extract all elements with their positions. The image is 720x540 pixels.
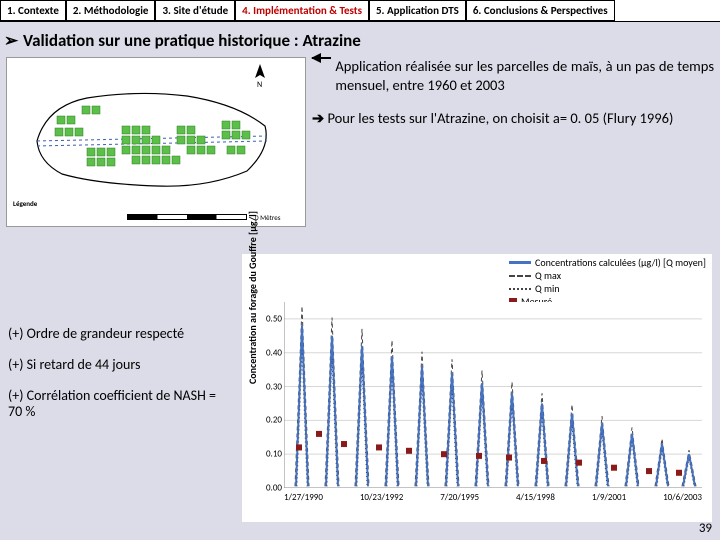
chart-y-label: Concentration au forage du Gouffre [µg/l… [246, 211, 259, 384]
note-1: (+) Ordre de grandeur respecté [8, 326, 228, 343]
tab-site[interactable]: 3. Site d'étude [155, 0, 235, 21]
chart-legend: Concentrations calculées (µg/l) [Q moyen… [509, 256, 706, 308]
chart-x-ticks: 1/27/1990 10/23/1992 7/20/1995 4/15/1998… [284, 492, 702, 503]
map-scalebar [127, 214, 247, 220]
tab-implementation[interactable]: 4. Implémentation & Tests [235, 0, 369, 21]
breadcrumb-tabs: 1. Contexte 2. Méthodologie 3. Site d'ét… [0, 0, 720, 22]
tab-conclusions[interactable]: 6. Conclusions & Perspectives [466, 0, 615, 21]
bullet-text: Pour les tests sur l'Atrazine, on choisi… [327, 109, 673, 127]
map-legend-label: Légende [13, 199, 37, 208]
note-2: (+) Si retard de 44 jours [8, 357, 228, 374]
notes-block: (+) Ordre de grandeur respecté (+) Si re… [8, 326, 228, 435]
arrow-right-icon: ➔ [312, 109, 327, 127]
map-figure: N [6, 57, 306, 227]
chart-plot-area [284, 302, 702, 488]
note-3: (+) Corrélation coefficient de NASH = 70… [8, 388, 228, 422]
description-block: Application réalisée sur les parcelles d… [312, 57, 714, 227]
application-text: Application réalisée sur les parcelles d… [335, 57, 714, 95]
tab-application-dts[interactable]: 5. Application DTS [369, 0, 466, 21]
arrow-left-icon [312, 57, 331, 59]
tab-contexte[interactable]: 1. Contexte [0, 0, 66, 21]
page-number: 39 [699, 521, 712, 536]
concentration-chart: Concentrations calculées (µg/l) [Q moyen… [242, 254, 712, 522]
tab-methodologie[interactable]: 2. Méthodologie [66, 0, 156, 21]
page-title: ➢ Validation sur une pratique historique… [0, 22, 720, 55]
map-svg [27, 86, 277, 196]
